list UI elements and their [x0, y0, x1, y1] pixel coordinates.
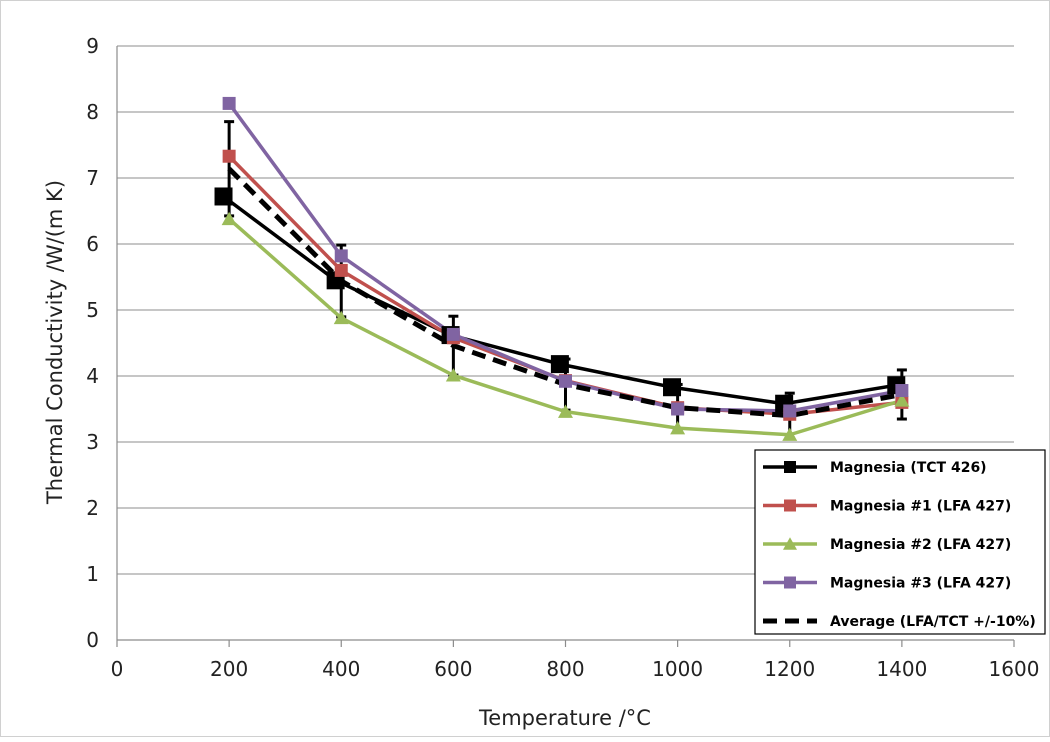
x-axis-title: Temperature /°C	[478, 706, 651, 730]
data-point	[215, 187, 233, 205]
x-tick-label: 0	[111, 657, 124, 681]
x-tick-label: 200	[210, 657, 248, 681]
x-tick-label: 800	[546, 657, 584, 681]
legend-entry-label: Magnesia #3 (LFA 427)	[830, 576, 1011, 592]
y-tick-label: 7	[86, 166, 99, 190]
legend-swatch-marker	[784, 500, 796, 512]
legend-entry-label: Average (LFA/TCT +/-10%)	[830, 614, 1036, 630]
data-point	[663, 378, 681, 396]
x-tick-label: 1200	[764, 657, 815, 681]
y-tick-label: 0	[86, 628, 99, 652]
data-point	[223, 97, 236, 110]
x-tick-label: 1600	[989, 657, 1040, 681]
data-point	[551, 355, 569, 373]
y-tick-label: 4	[86, 364, 99, 388]
x-tick-label: 1000	[652, 657, 703, 681]
data-point	[895, 384, 908, 397]
x-tick-label: 400	[322, 657, 360, 681]
x-tick-label: 600	[434, 657, 472, 681]
data-point	[671, 403, 684, 416]
legend-entry-label: Magnesia #2 (LFA 427)	[830, 537, 1011, 553]
legend-entry-label: Magnesia (TCT 426)	[830, 460, 987, 476]
legend-swatch-marker	[784, 461, 796, 473]
legend-entry-label: Magnesia #1 (LFA 427)	[830, 499, 1011, 515]
y-axis-title: Thermal Conductivity /W/(m K)	[43, 180, 67, 505]
y-tick-label: 3	[86, 430, 99, 454]
data-point	[559, 375, 572, 388]
data-point	[223, 150, 236, 163]
y-tick-label: 2	[86, 496, 99, 520]
y-tick-label: 9	[86, 34, 99, 58]
data-point	[447, 328, 460, 341]
y-tick-label: 8	[86, 100, 99, 124]
data-point	[335, 249, 348, 262]
legend-swatch-marker	[784, 577, 796, 589]
data-point	[783, 404, 796, 417]
data-point	[335, 264, 348, 277]
legend: Magnesia (TCT 426) Magnesia #1 (LFA 427) M…	[755, 450, 1045, 634]
x-tick-label: 1400	[876, 657, 927, 681]
y-tick-label: 1	[86, 562, 99, 586]
y-tick-label: 6	[86, 232, 99, 256]
y-tick-label: 5	[86, 298, 99, 322]
